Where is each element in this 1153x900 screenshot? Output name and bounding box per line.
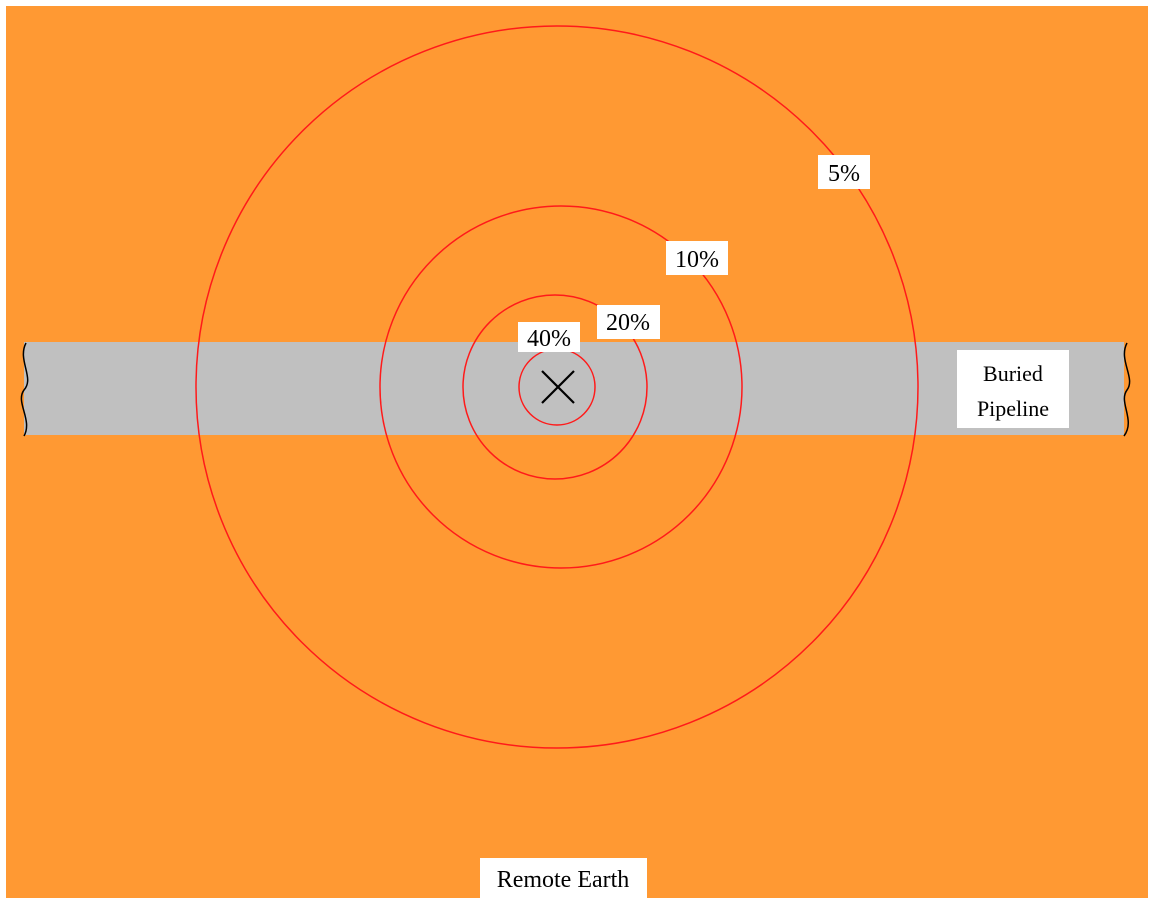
svg-text:40%: 40%: [527, 326, 571, 352]
contour-label-10: 10%: [666, 241, 728, 275]
contour-5-percent: [195, 25, 919, 749]
contour-label-40: 40%: [518, 322, 580, 352]
remote-earth-area: [6, 6, 1148, 898]
pipeline-label: Buried Pipeline: [957, 350, 1069, 428]
contour-20-percent: [462, 294, 648, 480]
buried-pipeline: [24, 342, 1124, 435]
svg-text:Pipeline: Pipeline: [977, 396, 1049, 421]
svg-text:5%: 5%: [828, 161, 860, 187]
svg-text:10%: 10%: [675, 247, 719, 273]
x-marker-icon: [541, 370, 575, 404]
remote-earth-label: Remote Earth: [480, 858, 647, 898]
contour-10-percent: [379, 205, 743, 569]
svg-text:Remote Earth: Remote Earth: [497, 867, 630, 893]
pipeline-break-right-mark: [1123, 342, 1131, 437]
svg-text:Buried: Buried: [983, 361, 1043, 386]
contour-label-20: 20%: [597, 305, 660, 339]
contour-label-5: 5%: [818, 155, 870, 189]
pipeline-break-left-mark: [20, 342, 29, 437]
svg-text:20%: 20%: [606, 310, 650, 336]
